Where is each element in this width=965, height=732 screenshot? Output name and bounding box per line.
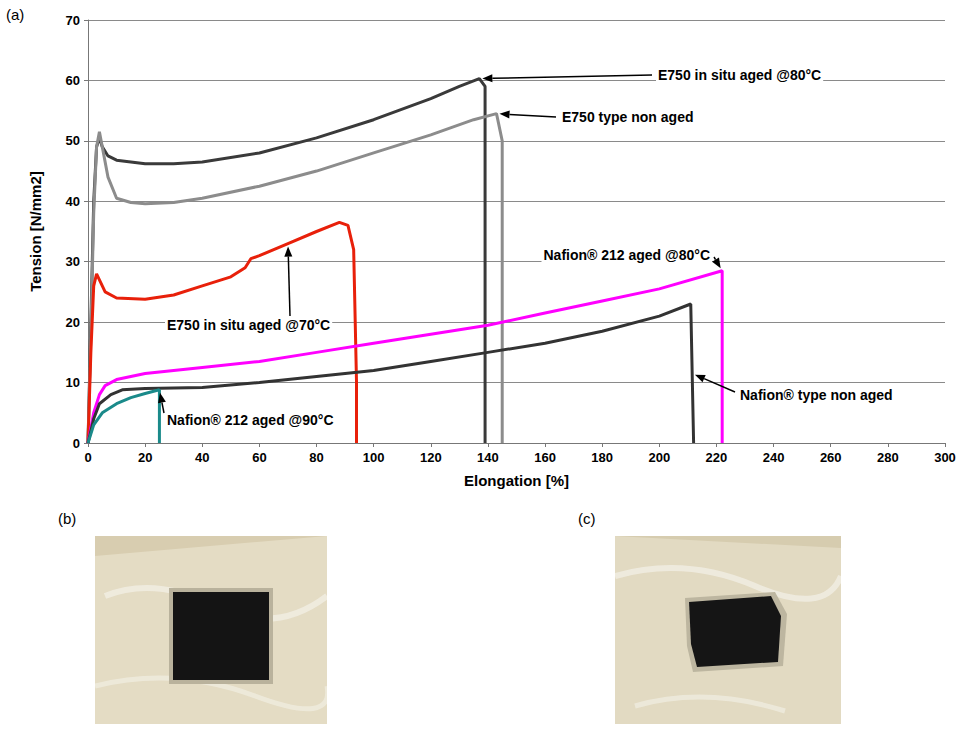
svg-text:140: 140 [477,450,499,465]
svg-text:80: 80 [309,450,323,465]
svg-text:Nafion® 212 aged @90°C: Nafion® 212 aged @90°C [167,412,334,428]
html-text:(b): (b) [58,510,77,527]
svg-text:60: 60 [252,450,266,465]
svg-text:20: 20 [66,315,80,330]
svg-text:220: 220 [706,450,728,465]
svg-text:300: 300 [934,450,956,465]
svg-text:180: 180 [591,450,613,465]
svg-text:E750 in situ aged @70°C: E750 in situ aged @70°C [167,317,330,333]
svg-text:20: 20 [138,450,152,465]
svg-text:280: 280 [877,450,899,465]
svg-text:60: 60 [66,73,80,88]
svg-text:Nafion® 212 aged @80°C: Nafion® 212 aged @80°C [543,247,710,263]
svg-text:40: 40 [66,194,80,209]
svg-text:0: 0 [84,450,91,465]
svg-text:10: 10 [66,375,80,390]
svg-text:Tension [N/mm2]: Tension [N/mm2] [27,171,44,292]
svg-text:Elongation [%]: Elongation [%] [464,472,569,489]
svg-text:40: 40 [195,450,209,465]
svg-text:E750 in situ aged @80°C: E750 in situ aged @80°C [658,67,821,83]
svg-text:E750 type non aged: E750 type non aged [562,109,693,125]
svg-text:0: 0 [73,436,80,451]
svg-text:50: 50 [66,133,80,148]
svg-text:30: 30 [66,254,80,269]
html-text:(a): (a) [6,6,25,23]
svg-text:260: 260 [820,450,842,465]
svg-text:120: 120 [420,450,442,465]
svg-text:100: 100 [363,450,385,465]
svg-text:Nafion® type non aged: Nafion® type non aged [740,387,893,403]
svg-text:200: 200 [648,450,670,465]
svg-text:240: 240 [763,450,785,465]
svg-text:160: 160 [534,450,556,465]
html-text:(c): (c) [578,510,596,527]
svg-text:70: 70 [66,13,80,28]
